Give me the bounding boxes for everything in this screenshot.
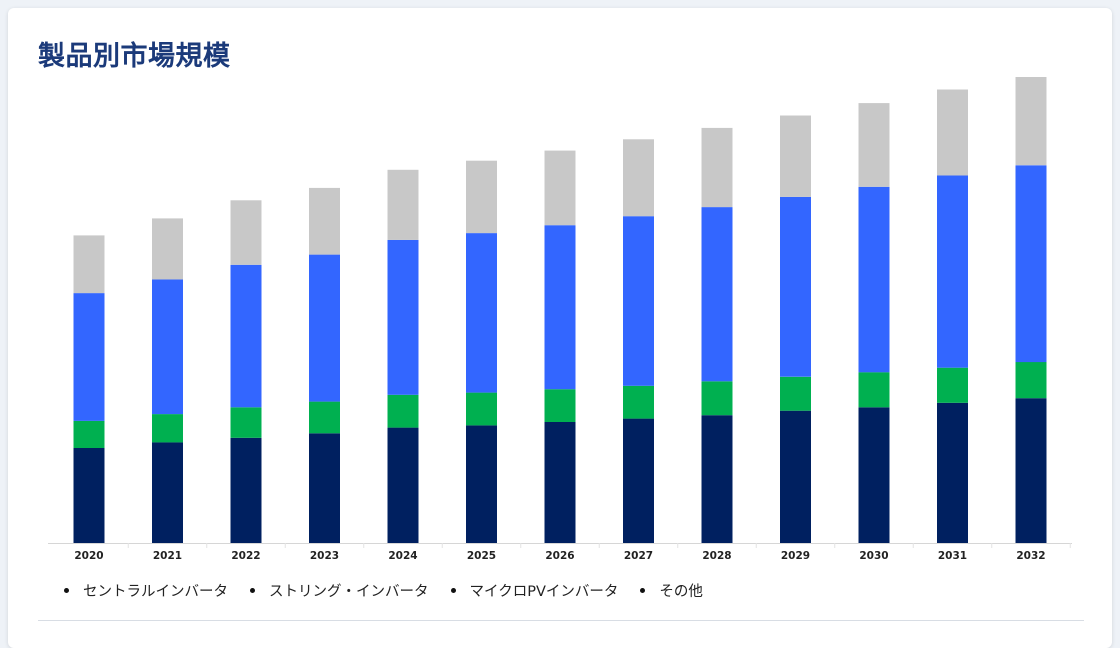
bar-segment-2025-s3	[466, 160, 497, 234]
legend-item-central: セントラルインバータ	[64, 580, 228, 601]
bar-segment-2024-s0	[387, 427, 419, 543]
bar-segment-2020-s2	[73, 293, 105, 421]
bar-segment-2027-s1	[623, 385, 654, 419]
footer-divider	[38, 620, 1084, 621]
bar-segment-2022-s2	[230, 264, 262, 408]
bar-segment-2023-s1	[309, 401, 340, 434]
bar-segment-2031-s1	[937, 367, 968, 403]
bar-segment-2030-s0	[858, 407, 890, 543]
bar-segment-2029-s1	[780, 376, 811, 411]
bar-segment-2028-s2	[701, 207, 733, 382]
bar-segment-2031-s2	[937, 175, 968, 368]
bar-segment-2032-s1	[1015, 362, 1047, 399]
bar-segment-2024-s3	[387, 169, 419, 240]
legend-bullet	[640, 588, 646, 593]
x-tick-label-2029: 2029	[781, 550, 810, 562]
bar-segment-2026-s0	[544, 422, 576, 543]
bar-segment-2023-s2	[309, 254, 340, 402]
x-tick-label-2027: 2027	[624, 550, 653, 562]
bar-segment-2022-s0	[230, 437, 262, 543]
bar-segment-2021-s1	[152, 414, 183, 443]
bar-segment-2029-s0	[780, 410, 811, 543]
bar-segment-2032-s0	[1015, 398, 1047, 543]
legend-bullet	[64, 588, 69, 593]
bar-segment-2020-s3	[73, 235, 105, 294]
bar-segment-2028-s3	[701, 127, 733, 208]
bar-segment-2020-s0	[73, 448, 105, 543]
bar-segment-2026-s1	[544, 389, 576, 422]
legend-item-micro: マイクロPVインバータ	[450, 580, 619, 601]
x-tick-label-2031: 2031	[938, 550, 967, 562]
bar-segment-2025-s2	[466, 233, 497, 393]
bar-segment-2030-s3	[858, 103, 890, 187]
bar-segment-2031-s3	[937, 89, 968, 176]
bar-segment-2020-s1	[73, 420, 105, 448]
x-tick-label-2026: 2026	[545, 550, 574, 562]
legend-label-string: ストリング・インバータ	[269, 584, 429, 600]
bar-segment-2025-s0	[466, 425, 497, 543]
bar-segment-2027-s2	[623, 216, 654, 386]
bar-segment-2021-s2	[152, 279, 183, 415]
bar-segment-2026-s2	[544, 225, 576, 390]
x-tick-label-2024: 2024	[388, 550, 417, 562]
x-tick-label-2032: 2032	[1016, 550, 1045, 562]
bar-segment-2027-s0	[623, 418, 654, 543]
chart-legend: セントラルインバータ ストリング・インバータ マイクロPVインバータ その他	[64, 580, 725, 601]
bar-segment-2023-s0	[309, 433, 340, 543]
bar-segment-2032-s3	[1015, 77, 1047, 166]
bar-segment-2023-s3	[309, 187, 340, 255]
bar-segment-2022-s1	[230, 407, 262, 438]
bar-segment-2028-s0	[701, 415, 733, 543]
bar-segment-2024-s2	[387, 239, 419, 395]
bar-segment-2030-s1	[858, 372, 890, 408]
bar-segment-2025-s1	[466, 392, 497, 426]
bar-segment-2032-s2	[1015, 165, 1047, 363]
legend-label-micro: マイクロPVインバータ	[469, 584, 619, 600]
chart-card: 製品別市場規模 2020 2021 2022 2023 2024 2025 2026 2027…	[8, 8, 1112, 648]
bar-segment-2024-s1	[387, 394, 419, 428]
page-title: 製品別市場規模	[38, 41, 231, 72]
x-tick-label-2025: 2025	[467, 550, 496, 562]
x-tick-label-2023: 2023	[310, 550, 339, 562]
stacked-bar-chart: 2020 2021 2022 2023 2024 2025 2026 2027 2028 2029…	[48, 77, 1072, 562]
legend-item-string: ストリング・インバータ	[250, 580, 429, 601]
bar-segment-2028-s1	[701, 381, 733, 416]
x-tick-label-2030: 2030	[859, 550, 888, 562]
bar-segment-2029-s2	[780, 196, 811, 377]
x-tick-label-2020: 2020	[74, 550, 103, 562]
bar-segment-2026-s3	[544, 150, 576, 226]
x-tick-label-2028: 2028	[702, 550, 731, 562]
bar-segment-2031-s0	[937, 402, 968, 543]
x-tick-label-2022: 2022	[231, 550, 260, 562]
bar-segment-2027-s3	[623, 139, 654, 217]
legend-bullet	[450, 588, 456, 593]
x-tick-label-2021: 2021	[153, 550, 182, 562]
bar-segment-2022-s3	[230, 200, 262, 265]
legend-item-other: その他	[640, 580, 703, 601]
bar-segment-2021-s3	[152, 218, 183, 280]
legend-label-other: その他	[659, 584, 703, 600]
legend-label-central: セントラルインバータ	[83, 584, 228, 600]
bar-segment-2021-s0	[152, 442, 183, 543]
legend-bullet	[250, 588, 255, 593]
bar-segment-2030-s2	[858, 186, 890, 373]
bar-segment-2029-s3	[780, 115, 811, 197]
